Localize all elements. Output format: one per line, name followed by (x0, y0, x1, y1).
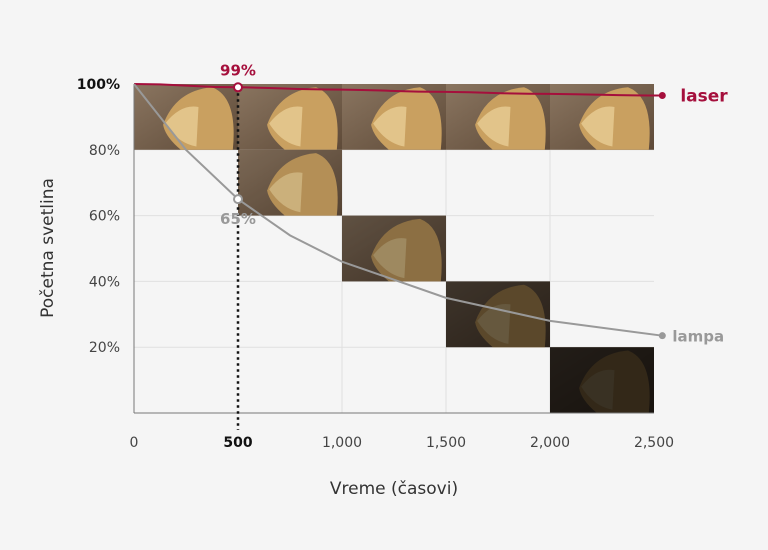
lion-face (477, 106, 511, 147)
x-tick-label: 500 (223, 435, 252, 451)
lion-image-tile (238, 149, 342, 216)
lion-image-tile (446, 84, 550, 150)
lampa-end-point (658, 332, 666, 340)
y-tick-label: 80% (89, 143, 120, 159)
y-tick-label: 20% (89, 340, 120, 356)
tile-dim-overlay (446, 281, 550, 348)
lion-face (269, 106, 303, 147)
annotation-label: 65% (220, 210, 256, 228)
tile-dim-overlay (550, 347, 654, 413)
lion-face (165, 106, 199, 147)
x-tick-label: 2,500 (634, 435, 674, 451)
lion-image-tile (446, 281, 550, 348)
tile-dim-overlay (342, 215, 446, 282)
series: laser lampa (133, 83, 728, 346)
lion-image-tiles (134, 84, 654, 413)
lion-image-tile (134, 84, 238, 150)
laser-line (133, 83, 663, 97)
annotation-marker (233, 82, 243, 93)
labels: 99% 65% (220, 61, 256, 228)
lion-face (581, 106, 615, 147)
annotation-label: 99% (220, 61, 256, 79)
y-tick-label: 100% (77, 77, 120, 93)
axes: 0 500 1,000 1,500 2,000 2,500 20% 40% 60% 80% 100% (77, 77, 674, 451)
tile-dim-overlay (238, 149, 342, 216)
lion-face (373, 106, 407, 147)
lion-image-tile (342, 215, 446, 282)
y-axis-label: Početna svetlina (38, 178, 58, 318)
x-tick-label: 2,000 (530, 435, 570, 451)
x-tick-label: 1,500 (426, 435, 466, 451)
lion-image-tile (238, 84, 342, 150)
x-tick-label: 0 (130, 435, 139, 451)
laser-end-point (658, 92, 666, 100)
lion-image-tile (550, 347, 654, 413)
laser-legend-label: laser (680, 87, 728, 107)
lampa-line (133, 83, 663, 337)
lion-face (373, 238, 407, 279)
lampa-legend-label: lampa (672, 328, 724, 346)
lion-image-tile (342, 84, 446, 150)
y-tick-label: 40% (89, 274, 120, 290)
x-axis-label: Vreme (časovi) (330, 479, 458, 499)
lion-face (269, 172, 303, 213)
annotation-marker (233, 194, 243, 205)
x-tick-label: 1,000 (322, 435, 362, 451)
y-tick-label: 60% (89, 209, 120, 225)
